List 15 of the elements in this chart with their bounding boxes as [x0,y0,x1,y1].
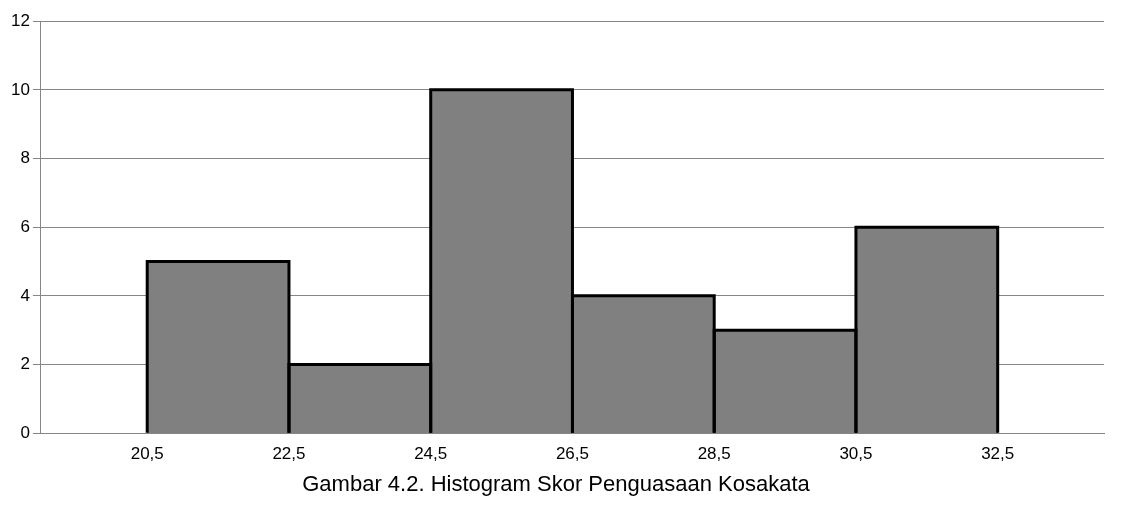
y-tick-label: 8 [20,148,30,168]
y-tick-label: 4 [20,285,30,305]
y-tick-label: 0 [20,422,30,442]
x-tick-label: 30,5 [839,444,873,464]
y-tick-label: 10 [10,79,30,99]
x-tick-label: 20,5 [130,444,164,464]
x-tick-label: 24,5 [414,444,448,464]
x-tick-label: 32,5 [981,444,1015,464]
y-tick-label: 12 [10,10,30,30]
x-tick-label: 26,5 [555,444,589,464]
x-tick-label: 28,5 [697,444,731,464]
x-tick-label: 22,5 [272,444,306,464]
y-tick-label: 2 [20,354,30,374]
text: Gambar 4.2. Histogram Skor Penguasaan Kosakata [302,470,811,496]
y-tick-label: 6 [20,216,30,236]
